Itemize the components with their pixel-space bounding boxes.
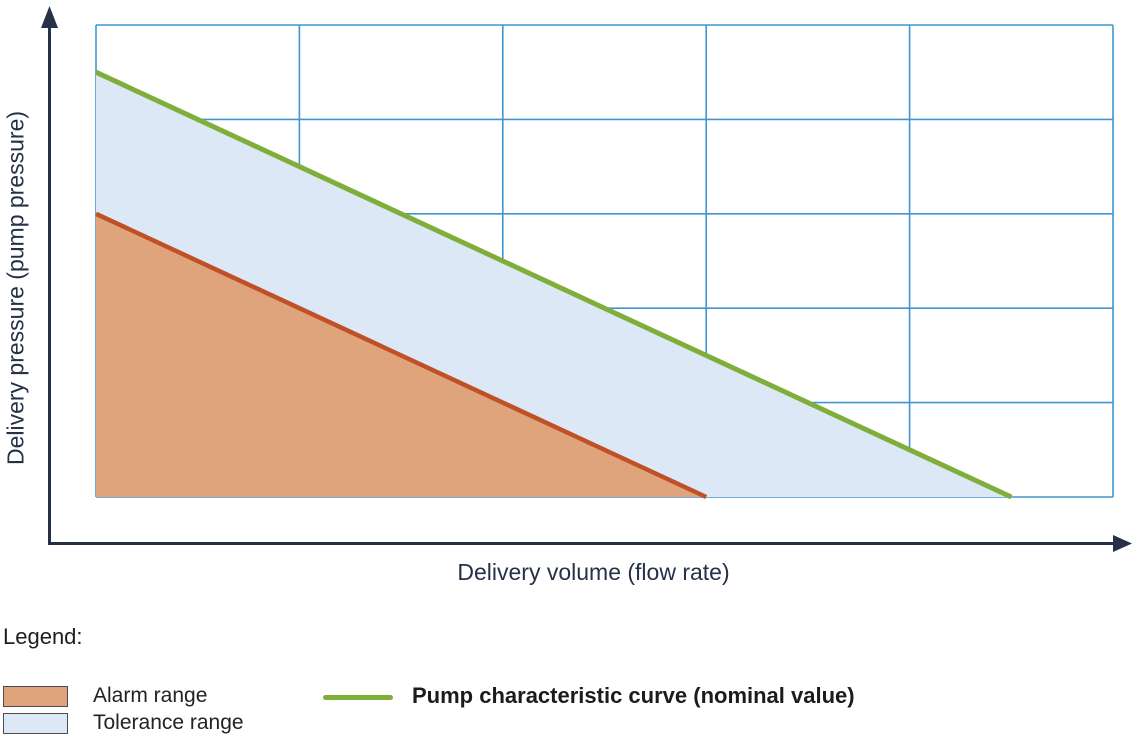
nominal-curve-swatch [323, 695, 393, 700]
x-axis-label: Delivery volume (flow rate) [457, 559, 730, 585]
y-axis-arrowhead [41, 6, 58, 28]
chart-canvas [41, 6, 1132, 552]
tolerance-range-label: Tolerance range [93, 711, 244, 734]
axes-arrows [41, 6, 1132, 552]
alarm-range-swatch [3, 686, 68, 707]
legend-heading: Legend: [3, 624, 83, 649]
alarm-range-label: Alarm range [93, 684, 208, 707]
alarm-range-boundary [95, 211, 708, 500]
pump-characteristic-curve-nominal-value- [94, 69, 1013, 500]
curves [94, 69, 1013, 500]
tolerance-range-swatch [3, 713, 68, 734]
nominal-curve-label: Pump characteristic curve (nominal value… [412, 683, 855, 708]
x-axis-arrowhead [1113, 535, 1132, 552]
y-axis-label: Delivery pressure (pump pressure) [2, 110, 29, 466]
